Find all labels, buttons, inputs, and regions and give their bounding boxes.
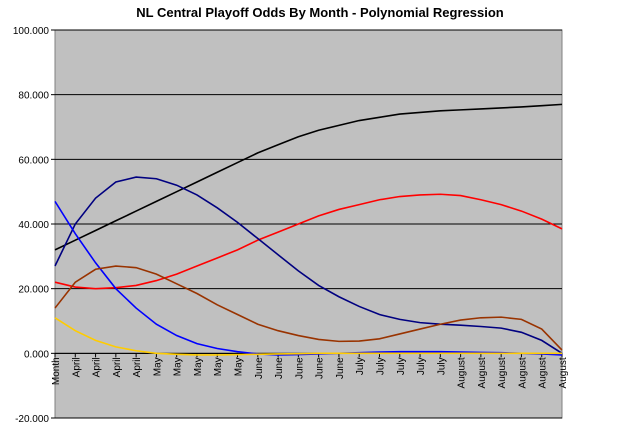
y-tick-label: 20.000 xyxy=(18,285,49,296)
y-tick-label: 60.000 xyxy=(18,155,49,166)
y-tick-label: -20.000 xyxy=(15,414,49,425)
series-line xyxy=(54,317,562,356)
x-tick-label: May xyxy=(152,357,163,376)
series-line xyxy=(54,193,563,290)
x-tick-label: June xyxy=(315,357,326,379)
x-tick-label: June xyxy=(335,357,346,379)
y-tick-label: 40.000 xyxy=(18,220,49,231)
x-tick-label: April xyxy=(112,357,123,377)
x-tick-label: Month xyxy=(51,357,62,385)
x-tick-label: August xyxy=(477,357,488,388)
x-tick-label: June xyxy=(294,357,305,379)
x-tick-label: July xyxy=(436,357,447,375)
series-line xyxy=(54,200,563,356)
x-tick-label: May xyxy=(234,357,245,376)
x-tick-label: August xyxy=(457,357,468,388)
y-tick-label: 100.000 xyxy=(13,26,50,37)
chart-title: NL Central Playoff Odds By Month - Polyn… xyxy=(136,5,503,20)
x-tick-label: May xyxy=(173,357,184,376)
y-tick-label: 0.000 xyxy=(24,349,49,360)
series-line xyxy=(54,265,563,351)
x-tick-label: April xyxy=(92,357,103,377)
x-tick-label: April xyxy=(132,357,143,377)
x-tick-label: July xyxy=(375,357,386,375)
x-tick-label: August xyxy=(538,357,549,388)
x-tick-label: May xyxy=(213,357,224,376)
x-tick-label: July xyxy=(355,357,366,375)
x-tick-label: August xyxy=(558,357,569,388)
series-line xyxy=(54,103,563,251)
series-line xyxy=(54,176,563,355)
x-tick-label: July xyxy=(416,357,427,375)
x-tick-label: April xyxy=(71,357,82,377)
x-tick-label: August xyxy=(497,357,508,388)
x-tick-label: August xyxy=(517,357,528,388)
x-tick-label: May xyxy=(193,357,204,376)
x-tick-label: July xyxy=(396,357,407,375)
x-tick-label: June xyxy=(254,357,265,379)
y-tick-label: 80.000 xyxy=(18,91,49,102)
x-tick-label: June xyxy=(274,357,285,379)
